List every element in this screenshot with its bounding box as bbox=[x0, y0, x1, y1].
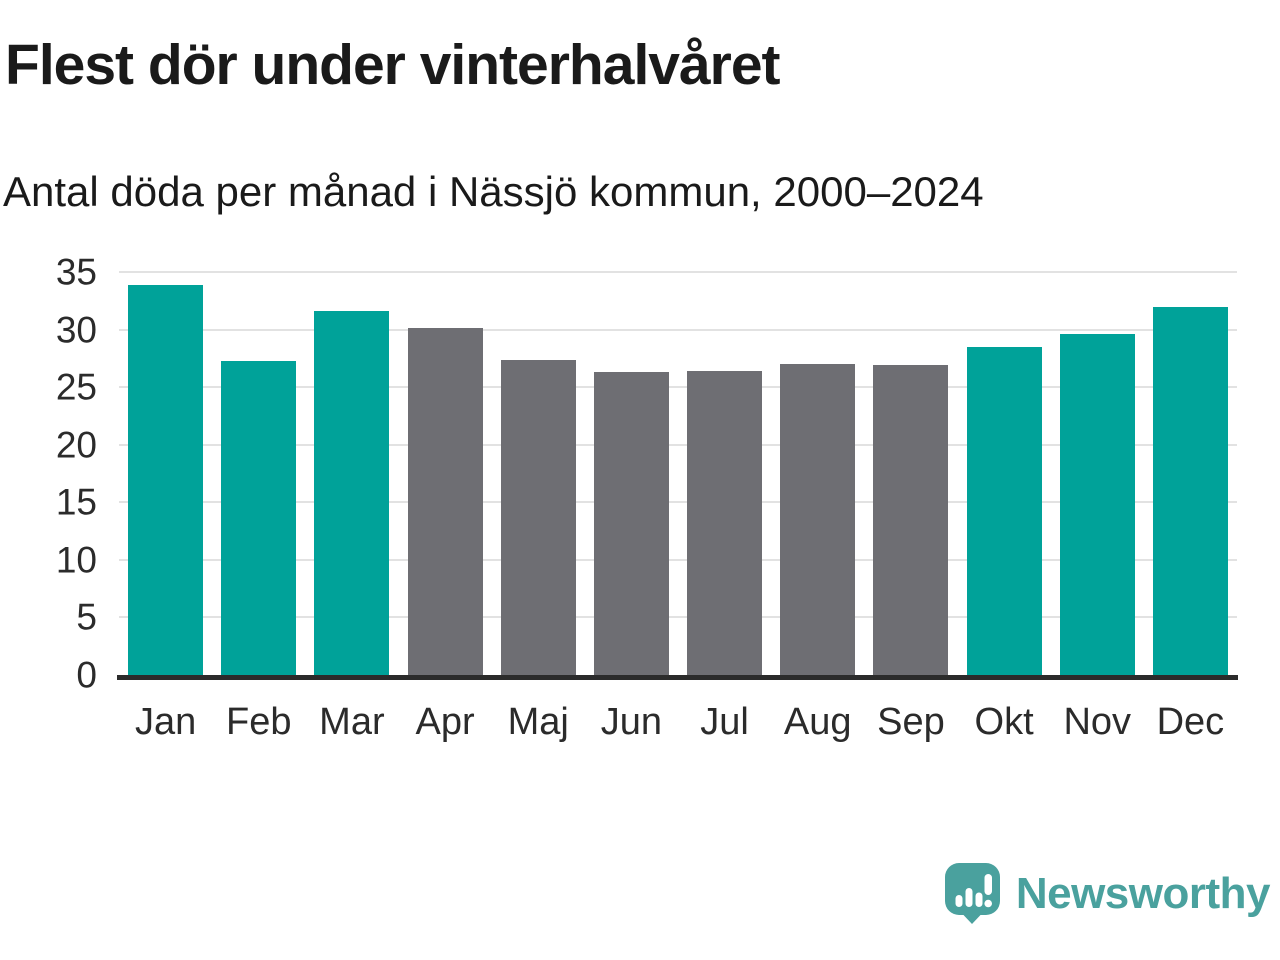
plot-area bbox=[117, 271, 1238, 680]
y-tick-label-15: 15 bbox=[55, 481, 97, 523]
gridline-15 bbox=[119, 501, 1237, 504]
chart-subtitle: Antal döda per månad i Nässjö kommun, 20… bbox=[3, 168, 984, 215]
x-tick-label-jan: Jan bbox=[134, 701, 197, 743]
chart-title: Flest dör under vinterhalvåret bbox=[5, 33, 781, 97]
y-tick-label-25: 25 bbox=[55, 366, 97, 408]
gridline-30 bbox=[119, 328, 1237, 331]
bar-glyph-2 bbox=[965, 888, 973, 907]
bar-apr bbox=[407, 328, 483, 675]
bar-glyph-3 bbox=[975, 892, 983, 907]
bar-aug bbox=[780, 364, 856, 675]
x-tick-label-jun: Jun bbox=[600, 701, 663, 743]
x-axis-line bbox=[117, 675, 1238, 680]
bar-jun bbox=[593, 372, 669, 675]
bar-nov bbox=[1059, 334, 1135, 675]
x-tick-label-dec: Dec bbox=[1156, 701, 1225, 743]
bar-maj bbox=[500, 359, 576, 675]
gridline-5 bbox=[119, 616, 1237, 619]
x-tick-label-nov: Nov bbox=[1063, 701, 1132, 743]
brand-name: Newsworthy bbox=[1015, 868, 1271, 918]
y-axis: 0 5 10 15 20 25 30 35 bbox=[0, 254, 97, 694]
y-tick-label-35: 35 bbox=[55, 251, 97, 293]
newsworthy-logo-icon bbox=[944, 863, 1000, 924]
y-tick-label-10: 10 bbox=[55, 539, 97, 581]
x-tick-label-feb: Feb bbox=[225, 701, 292, 743]
x-tick-label-mar: Mar bbox=[319, 701, 385, 743]
bar-okt bbox=[966, 346, 1042, 675]
y-tick-label-30: 30 bbox=[55, 309, 97, 351]
x-tick-label-jul: Jul bbox=[700, 701, 749, 743]
bar-sep bbox=[873, 365, 949, 675]
exclamation-dot-glyph bbox=[984, 899, 992, 908]
x-tick-label-apr: Apr bbox=[415, 701, 475, 743]
gridline-10 bbox=[119, 558, 1237, 561]
brand-footer: Newsworthy bbox=[944, 863, 1271, 924]
gridline-35 bbox=[119, 271, 1237, 273]
gridline-20 bbox=[119, 443, 1237, 446]
gridline-25 bbox=[119, 386, 1237, 389]
exclamation-bar-glyph bbox=[984, 874, 992, 895]
x-tick-label-okt: Okt bbox=[974, 701, 1034, 743]
bar-jul bbox=[687, 371, 763, 675]
bar-feb bbox=[221, 360, 297, 675]
x-axis: Jan Feb Mar Apr Maj Jun Jul Aug Sep Okt Nov Dec bbox=[119, 701, 1237, 752]
bar-dec bbox=[1152, 306, 1228, 675]
y-tick-label-20: 20 bbox=[55, 424, 97, 466]
y-tick-label-5: 5 bbox=[76, 596, 97, 638]
bar-jan bbox=[128, 284, 204, 675]
x-tick-label-maj: Maj bbox=[507, 701, 569, 743]
bar-mar bbox=[314, 311, 390, 675]
y-tick-label-0: 0 bbox=[76, 654, 97, 696]
bar-glyph-1 bbox=[955, 895, 963, 907]
x-tick-label-sep: Sep bbox=[877, 701, 945, 743]
x-tick-label-aug: Aug bbox=[783, 701, 852, 743]
